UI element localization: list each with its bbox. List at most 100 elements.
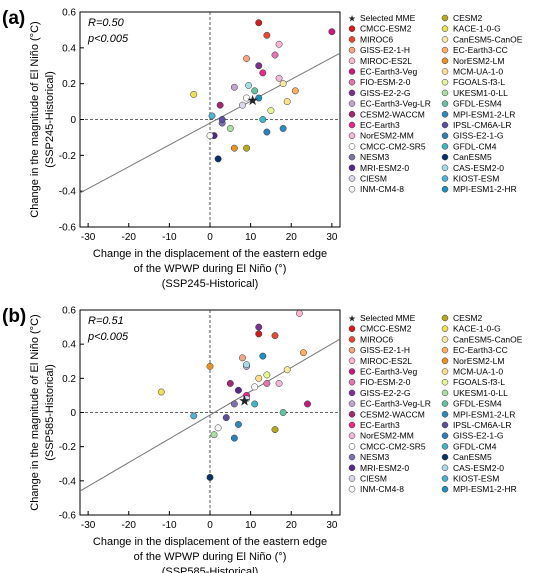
data-point	[251, 400, 259, 408]
y-tick-label: -0.4	[59, 187, 77, 198]
legend-marker	[348, 111, 356, 118]
data-point	[251, 383, 259, 391]
data-point	[259, 116, 267, 123]
legend-marker	[348, 378, 356, 386]
legend-label: FGOALS-f3-L	[453, 377, 505, 387]
y-axis-label: (SSP585-Historical)	[44, 364, 56, 461]
x-tick-label: -10	[162, 232, 177, 243]
legend-marker	[348, 25, 356, 32]
x-tick-label: 0	[207, 232, 213, 243]
y-axis-label: (SSP245-Historical)	[44, 71, 56, 168]
data-point	[263, 128, 271, 136]
data-point	[234, 421, 242, 428]
legend-marker	[441, 475, 449, 482]
y-tick-label: 0	[70, 408, 76, 419]
legend-label: CIESM	[360, 474, 387, 484]
data-point	[230, 434, 238, 442]
x-tick-label: -30	[81, 520, 96, 531]
y-tick-label: -0.4	[59, 476, 77, 487]
legend-label: NorESM2-MM	[360, 431, 414, 441]
data-point	[226, 380, 234, 387]
legend-marker	[348, 164, 356, 172]
panel-a: (a) -30 -20 -10 0 10 20 30 -0.6 -0.4 -0.2 0 0.2 0.4 0.…	[2, 8, 341, 290]
y-tick-label: -0.2	[59, 442, 77, 453]
legend-label: NorESM2-MM	[360, 131, 414, 141]
legend-label: CMCC-CM2-SR5	[360, 441, 426, 451]
legend-label: CAS-ESM2-0	[453, 163, 504, 173]
legend-label: MPI-ESM1-2-HR	[453, 484, 517, 494]
data-point	[275, 40, 283, 48]
data-point	[190, 90, 198, 98]
legend-label: MIROC6	[360, 334, 393, 344]
legend-label: CESM2	[453, 313, 483, 323]
legend-marker	[348, 153, 356, 161]
x-tick-label: -20	[122, 232, 137, 243]
data-point	[239, 101, 246, 109]
data-point	[295, 309, 303, 317]
y-tick-label: -0.6	[59, 511, 77, 522]
x-axis-label: Change in the displacement of the easter…	[93, 248, 327, 260]
legend-label: IPSL-CM6A-LR	[453, 420, 512, 430]
legend-marker	[348, 485, 356, 493]
legend-label: MRI-ESM2-0	[360, 163, 409, 173]
data-point	[255, 374, 263, 382]
legend-label: GFDL-ESM4	[453, 399, 502, 409]
legend-label: MIROC-ES2L	[360, 56, 412, 66]
legend-label: CanESM5	[453, 152, 492, 162]
legend-a: ★ Selected MMECMCC-ESM2MIROC6GISS-E2-1-HM…	[348, 13, 523, 194]
data-point	[271, 332, 279, 340]
legend-marker	[348, 443, 356, 450]
stat-label: R=0.50	[88, 17, 125, 29]
data-point	[243, 144, 251, 152]
legend-marker	[441, 36, 449, 43]
legend-label: CESM2	[453, 13, 483, 23]
data-point	[243, 94, 251, 102]
panel-label: (b)	[2, 306, 26, 327]
legend-label: GFDL-ESM4	[453, 99, 502, 109]
data-point	[291, 87, 299, 95]
data-point	[255, 323, 263, 331]
data-point	[243, 55, 251, 63]
data-point	[283, 366, 291, 374]
legend-label: CMCC-CM2-SR5	[360, 141, 426, 151]
y-axis-label: Change in the magnitude of El Niño (°C)	[29, 21, 41, 217]
y-axis-label: Change in the magnitude of El Niño (°C)	[29, 314, 41, 510]
x-tick-label: 0	[207, 520, 213, 531]
data-point	[206, 362, 214, 370]
legend-label: GISS-E2-1-H	[360, 45, 410, 55]
legend-label: MPI-ESM1-2-LR	[453, 409, 515, 419]
legend-marker	[441, 411, 449, 418]
legend-marker	[441, 443, 449, 450]
stat-label: p<0.005	[87, 33, 129, 45]
legend-label: EC-Earth3	[360, 120, 400, 130]
legend-label: FGOALS-f3-L	[453, 77, 505, 87]
data-point	[190, 412, 198, 420]
data-point	[222, 414, 230, 422]
legend-label: CMCC-ESM2	[360, 324, 412, 334]
data-point	[251, 87, 259, 95]
legend-marker	[441, 400, 449, 407]
data-point	[259, 352, 267, 360]
data-point	[255, 19, 263, 27]
y-tick-label: 0	[70, 115, 76, 126]
data-point	[279, 80, 287, 88]
data-point	[271, 51, 279, 59]
y-tick-label: 0.4	[62, 43, 76, 54]
x-tick-label: 10	[245, 232, 257, 243]
legend-label: EC-Earth3-Veg-LR	[360, 99, 431, 109]
legend-label: INM-CM4-8	[360, 184, 404, 194]
legend-label: GFDL-CM4	[453, 141, 497, 151]
y-tick-label: 0.4	[62, 340, 76, 351]
data-point	[263, 31, 271, 39]
legend-marker	[441, 78, 449, 86]
data-point	[216, 101, 224, 109]
legend-label: UKESM1-0-LL	[453, 388, 508, 398]
data-point	[208, 112, 216, 120]
legend-marker	[441, 185, 449, 193]
data-point	[214, 155, 222, 163]
data-point	[226, 125, 234, 132]
legend-label: MCM-UA-1-0	[453, 67, 503, 77]
legend-label: UKESM1-0-LL	[453, 88, 508, 98]
legend-label: CMCC-ESM2	[360, 24, 412, 34]
legend-marker	[348, 421, 356, 429]
